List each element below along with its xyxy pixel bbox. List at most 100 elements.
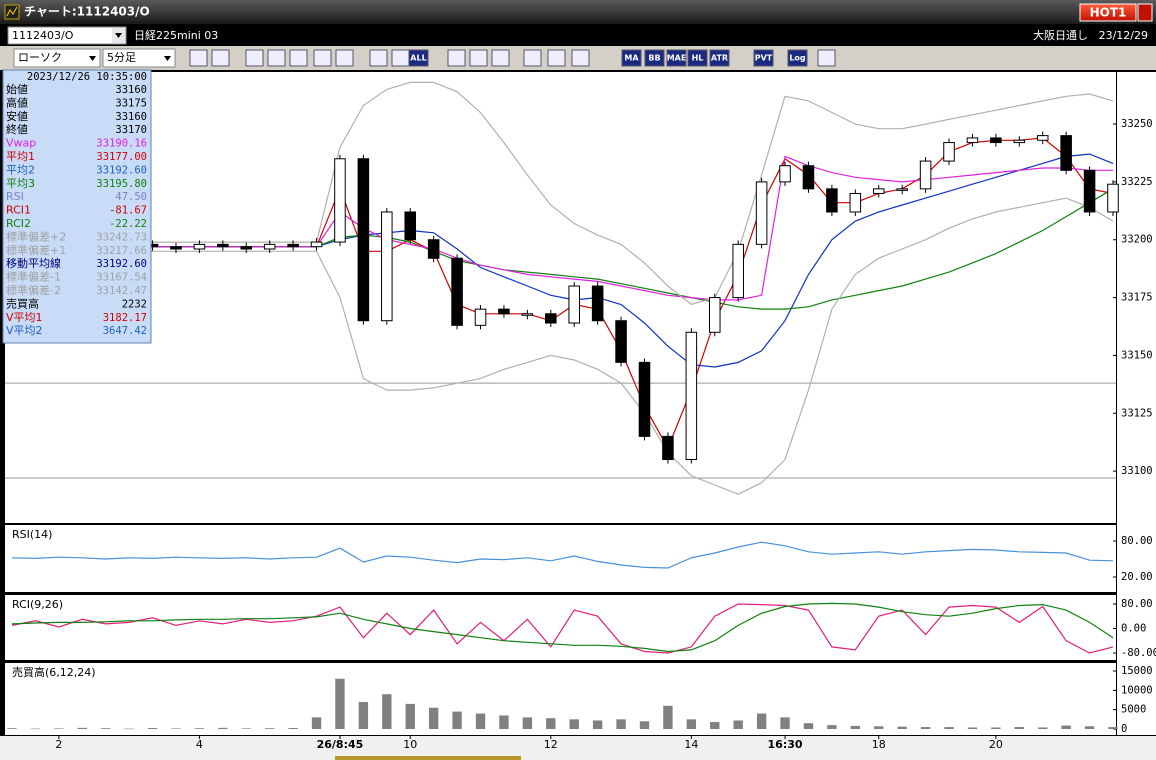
info-label: V平均2 — [6, 324, 43, 337]
tool-label[interactable]: Log — [789, 54, 806, 63]
x-tick-label: 18 — [872, 738, 886, 751]
volume-bar — [475, 713, 486, 729]
tool-button[interactable] — [267, 49, 286, 67]
hot-label[interactable]: HOT1 — [1090, 6, 1127, 20]
candle — [779, 165, 791, 183]
x-tick-label: 16:30 — [768, 738, 803, 751]
volume-bar — [499, 715, 509, 729]
volume-bar — [428, 707, 439, 729]
tool-button[interactable] — [335, 49, 354, 67]
info-label: 標準偏差-2 — [6, 283, 61, 297]
candle — [240, 246, 253, 250]
tool-label[interactable]: MA — [624, 54, 639, 63]
candle — [1060, 135, 1072, 171]
volume-bar — [1014, 727, 1024, 729]
info-value: 33167.54 — [96, 272, 147, 284]
indicator-line — [11, 602, 1114, 653]
tool-button[interactable] — [644, 49, 665, 67]
x-tick-label: 2 — [55, 738, 62, 751]
y-tick-label: 20.00 — [1121, 571, 1153, 583]
tool-button[interactable] — [687, 49, 708, 67]
chart-type[interactable]: ローソク — [18, 51, 62, 64]
interval-combo[interactable] — [102, 48, 176, 68]
candle — [310, 241, 323, 248]
y-tick-label: -80.00 — [1121, 647, 1156, 659]
candle — [990, 137, 1002, 144]
volume-bar — [827, 725, 837, 729]
scrollbar-thumb[interactable] — [335, 756, 521, 760]
combo-arrow-icon — [164, 56, 171, 61]
y-tick-label: 33200 — [1121, 234, 1153, 246]
tool-button[interactable] — [391, 49, 410, 67]
info-label: 平均1 — [6, 150, 35, 163]
tool-button[interactable] — [189, 49, 208, 67]
volume-bar — [991, 727, 1001, 729]
candle — [732, 243, 744, 299]
volume-bar — [522, 717, 533, 729]
tool-button[interactable] — [571, 49, 590, 67]
volume-bar — [7, 728, 17, 729]
symbol-combo[interactable] — [7, 26, 127, 45]
x-tick-label: 20 — [989, 738, 1003, 751]
volume-bar — [405, 703, 415, 729]
tool-button[interactable] — [523, 49, 542, 67]
tool-label[interactable]: HL — [692, 54, 704, 63]
y-tick-label: 0 — [1121, 723, 1127, 735]
hot-button[interactable] — [1079, 3, 1137, 22]
chart-type-combo[interactable] — [13, 48, 101, 68]
volume-bar — [264, 728, 275, 729]
volume-bar — [897, 726, 907, 729]
symbol-text[interactable]: 1112403/O — [12, 29, 74, 42]
info-label: 売買高 — [6, 296, 39, 310]
candle — [708, 297, 721, 333]
tool-label[interactable]: MAE — [667, 54, 687, 63]
indicator-line — [12, 81, 1114, 306]
candle — [849, 192, 862, 213]
volume-bar — [920, 727, 931, 729]
candle — [919, 160, 932, 190]
tool-button[interactable] — [408, 49, 429, 67]
tool-button[interactable] — [709, 49, 730, 67]
volume-bar — [733, 720, 743, 729]
tool-button[interactable] — [369, 49, 388, 67]
candle — [334, 158, 346, 243]
tool-button[interactable] — [245, 49, 264, 67]
tool-button[interactable] — [211, 49, 230, 67]
info-label: V平均1 — [6, 311, 43, 324]
x-tick-label: 26/8:45 — [317, 738, 364, 751]
tool-button[interactable] — [787, 49, 808, 67]
info-label: RCI2 — [6, 217, 31, 230]
volume-bar — [616, 719, 626, 729]
tool-button[interactable] — [491, 49, 510, 67]
candle — [755, 181, 768, 245]
tool-button[interactable] — [469, 49, 488, 67]
volume-bar — [592, 720, 603, 729]
y-tick-label: 33250 — [1121, 118, 1153, 130]
tool-button[interactable] — [289, 49, 308, 67]
tool-label[interactable]: ATR — [711, 54, 728, 63]
indicator-line — [11, 603, 1114, 654]
tool-button[interactable] — [753, 49, 774, 67]
candle — [357, 158, 370, 322]
candle — [826, 188, 838, 213]
tool-button[interactable] — [817, 49, 836, 67]
tool-label[interactable]: BB — [648, 54, 660, 63]
interval[interactable]: 5分足 — [107, 51, 136, 64]
tool-label[interactable]: PVT — [755, 54, 773, 63]
tool-button[interactable] — [313, 49, 332, 67]
volume-bar — [124, 728, 134, 730]
volume-bar — [569, 719, 579, 729]
tool-label[interactable]: ALL — [410, 54, 426, 63]
volume-bar — [101, 728, 111, 729]
candle — [545, 313, 557, 324]
tool-button[interactable] — [621, 49, 642, 67]
tool-button[interactable] — [666, 49, 687, 67]
tool-button[interactable] — [447, 49, 466, 67]
close-button[interactable] — [1137, 3, 1153, 22]
volume-bar — [30, 728, 41, 730]
session: 大阪日通し — [1033, 28, 1088, 42]
candle — [685, 331, 698, 461]
candle — [568, 285, 580, 324]
candle — [802, 165, 815, 190]
tool-button[interactable] — [547, 49, 566, 67]
